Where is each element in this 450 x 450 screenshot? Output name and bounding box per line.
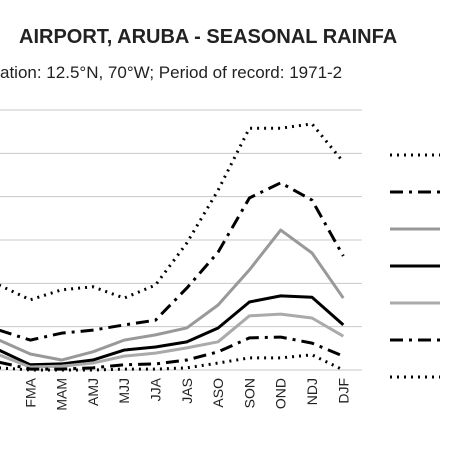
x-tick-label: JJA [148,377,164,401]
chart-subtitle: ation: 12.5°N, 70°W; Period of record: 1… [0,63,342,82]
series-line [0,228,345,362]
x-tick-label: AMJ [85,378,101,406]
series-line [0,312,345,369]
series-line [0,294,345,367]
series-line [0,181,345,342]
chart-title: AIRPORT, ARUBA - SEASONAL RAINFA [19,26,397,48]
x-tick-label: SON [241,378,257,408]
x-tick-label: FMA [22,377,38,407]
series-line [0,353,344,372]
x-tick-label: MJJ [116,378,132,404]
x-tick-label: JAS [179,378,195,404]
x-tick-label: NDJ [304,378,320,405]
x-tick-label: DJF [335,378,351,404]
x-tick-label: ASO [210,378,226,408]
x-tick-label: MAM [54,378,70,411]
x-tick-label: OND [273,378,289,409]
series-line [0,122,345,302]
